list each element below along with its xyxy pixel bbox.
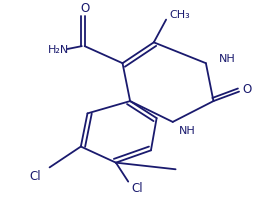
Text: Cl: Cl	[132, 182, 144, 195]
Text: H₂N: H₂N	[48, 45, 69, 55]
Text: NH: NH	[178, 126, 195, 136]
Text: NH: NH	[219, 54, 236, 64]
Text: Cl: Cl	[30, 170, 41, 183]
Text: O: O	[242, 83, 251, 96]
Text: CH₃: CH₃	[169, 10, 190, 20]
Text: O: O	[80, 2, 89, 15]
